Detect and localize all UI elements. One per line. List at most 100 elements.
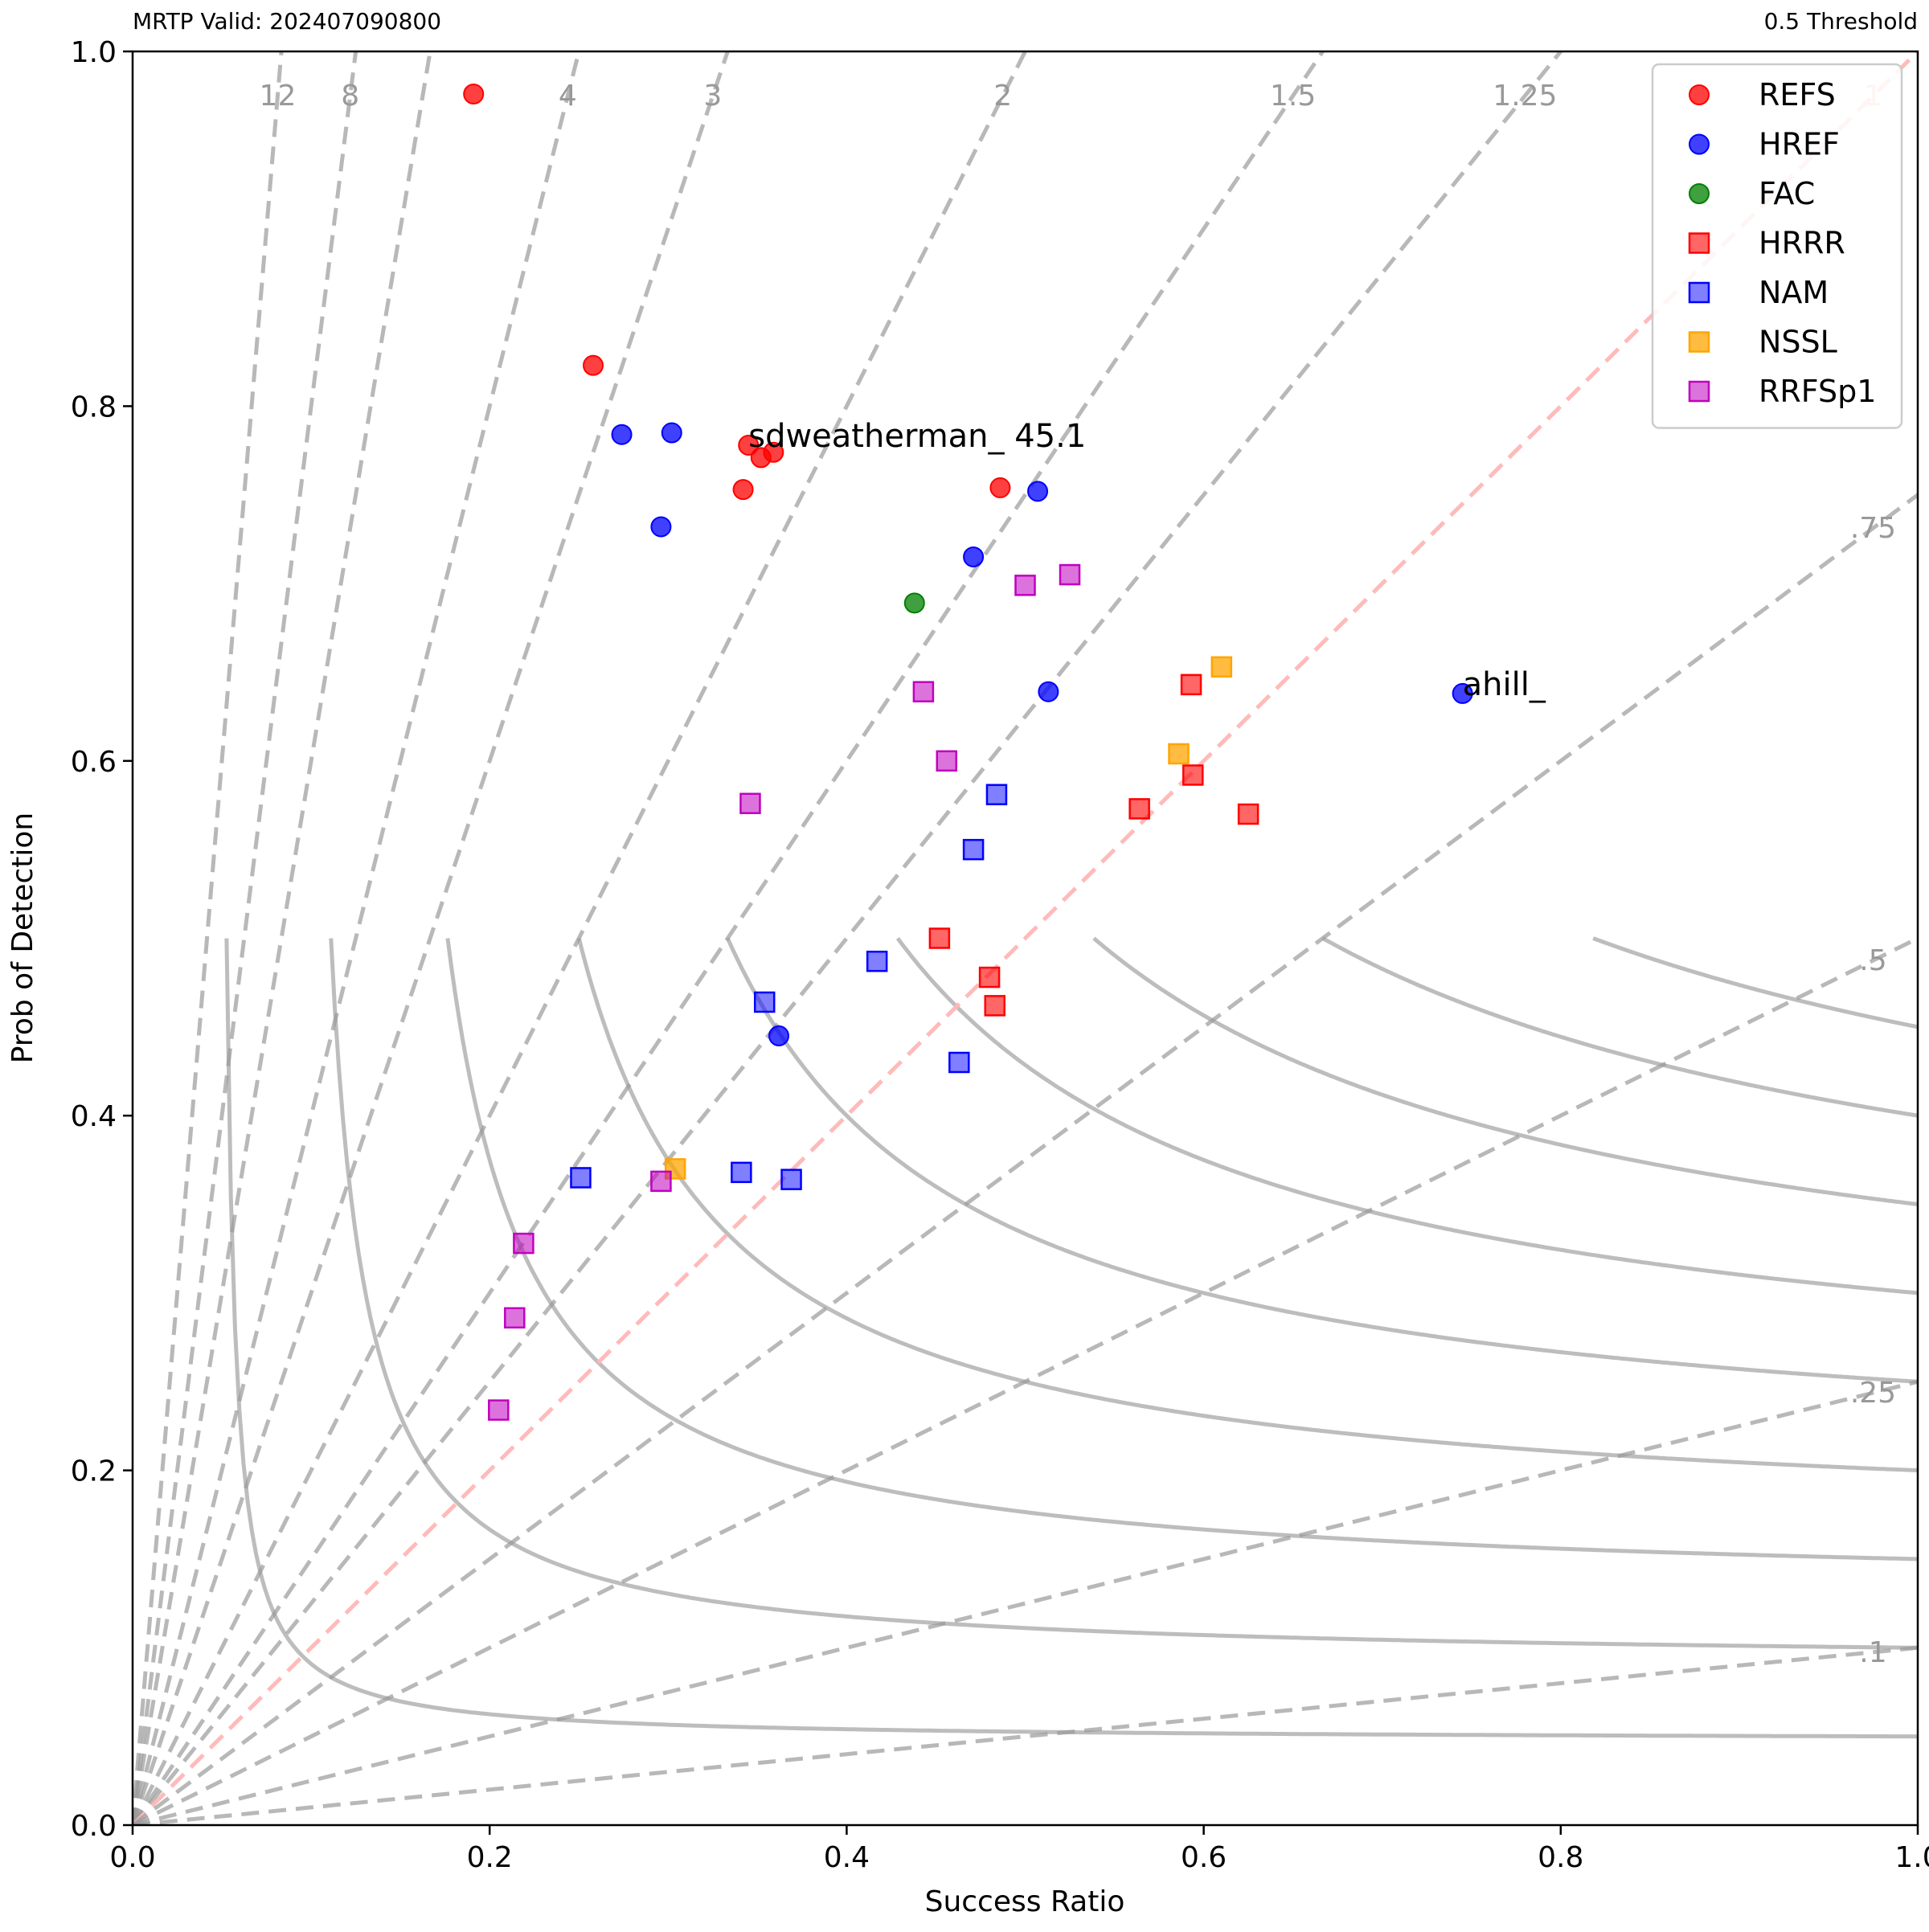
- marker-hrrr: [1128, 798, 1150, 820]
- marker-href: [963, 546, 985, 567]
- marker-refs: [583, 354, 604, 376]
- legend-box: [1651, 63, 1903, 429]
- y-tick-label: 1.0: [71, 36, 117, 69]
- x-tick-label: 0.0: [109, 1841, 155, 1874]
- marker-rrfsp1: [513, 1232, 534, 1255]
- marker-href: [1038, 681, 1059, 702]
- marker-nssl: [1168, 743, 1190, 765]
- bias-line: [133, 1645, 1918, 1825]
- background-lines: [133, 51, 1918, 1825]
- marker-nam: [731, 1161, 752, 1184]
- data-markers: [463, 83, 1473, 1421]
- bias-line: [133, 492, 1918, 1825]
- legend-label: RRFSp1: [1759, 374, 1876, 409]
- point-annotation: sdweatherman_ 45.1: [748, 418, 1086, 455]
- marker-rrfsp1: [1059, 563, 1081, 586]
- marker-rrfsp1: [504, 1307, 526, 1329]
- marker-refs: [989, 477, 1011, 498]
- y-tick-label: 0.0: [71, 1810, 117, 1843]
- marker-nam: [753, 991, 776, 1013]
- y-axis-label: Prob of Detection: [6, 813, 39, 1063]
- bias-line: [133, 1379, 1918, 1825]
- bias-label: 3: [703, 80, 722, 113]
- legend-marker: [1688, 281, 1710, 304]
- marker-refs: [463, 83, 485, 104]
- bias-label: 1.25: [1493, 80, 1557, 113]
- csi-contour: [1321, 936, 1918, 1118]
- legend-marker: [1689, 133, 1710, 155]
- y-tick-label: 0.4: [71, 1100, 117, 1133]
- marker-hrrr: [928, 927, 951, 949]
- marker-refs: [738, 434, 760, 456]
- y-tick-label: 0.2: [71, 1455, 117, 1488]
- bias-line: [133, 51, 730, 1825]
- annotations: sdweatherman_ 45.1 ahill_: [748, 418, 1546, 703]
- header-right-title: 0.5 Threshold: [1764, 8, 1918, 35]
- bias-line: [133, 51, 581, 1825]
- legend-label: HRRR: [1759, 226, 1845, 261]
- csi-contour: [895, 937, 1918, 1296]
- x-tick-label: 1.0: [1894, 1841, 1929, 1874]
- bias-line: [133, 51, 432, 1825]
- legend-label: HREF: [1759, 127, 1840, 162]
- legend-label: NSSL: [1759, 325, 1837, 360]
- marker-hrrr: [1180, 673, 1202, 696]
- marker-refs: [732, 479, 754, 501]
- marker-rrfsp1: [1014, 575, 1036, 596]
- marker-href: [661, 422, 682, 444]
- csi-contour: [576, 937, 1918, 1473]
- marker-hrrr: [1237, 803, 1259, 825]
- marker-nam: [570, 1167, 592, 1189]
- x-tick-label: 0.2: [467, 1841, 513, 1874]
- bias-label: 8: [341, 80, 359, 113]
- point-annotation: ahill_: [1463, 666, 1546, 703]
- bias-line: [133, 51, 284, 1825]
- csi-contour: [1592, 936, 1918, 1029]
- marker-href: [768, 1025, 790, 1046]
- x-tick-label: 0.4: [824, 1841, 870, 1874]
- bias-line: [133, 51, 1564, 1825]
- bias-label: 2: [993, 80, 1012, 113]
- header-left-title: MRTP Valid: 202407090800: [133, 8, 441, 35]
- legend-label: NAM: [1759, 275, 1829, 310]
- marker-refs: [763, 441, 784, 463]
- legend-label: REFS: [1759, 77, 1836, 113]
- csi-contour: [445, 938, 1918, 1562]
- marker-fac: [903, 592, 925, 614]
- bias-label: .75: [1850, 512, 1896, 545]
- marker-rrfsp1: [936, 750, 958, 772]
- marker-nam: [780, 1169, 802, 1190]
- marker-nam: [948, 1051, 970, 1074]
- bias-label: .5: [1859, 944, 1886, 977]
- marker-href: [1452, 682, 1473, 704]
- csi-contour: [1092, 936, 1918, 1207]
- bias-line: [133, 51, 358, 1825]
- y-tick-label: 0.8: [71, 391, 117, 424]
- marker-hrrr: [1182, 764, 1204, 786]
- marker-href: [611, 424, 633, 445]
- marker-nssl: [1210, 656, 1233, 678]
- bias-label: 4: [559, 80, 577, 113]
- marker-hrrr: [978, 966, 1001, 989]
- legend-marker: [1689, 183, 1710, 204]
- marker-rrfsp1: [488, 1399, 510, 1421]
- marker-rrfsp1: [739, 792, 761, 815]
- x-tick-label: 0.6: [1181, 1841, 1227, 1874]
- marker-href: [1027, 481, 1049, 502]
- bias-line: [133, 51, 1028, 1825]
- legend: REFS HREF FAC HRRR NAM NSSL RRFSp1: [1651, 63, 1903, 429]
- legend-marker: [1688, 380, 1710, 403]
- marker-nam: [985, 784, 1008, 805]
- x-axis-label: Success Ratio: [925, 1885, 1125, 1918]
- bias-label: 12: [260, 80, 297, 113]
- marker-nam: [962, 838, 985, 861]
- legend-marker: [1688, 331, 1710, 353]
- bias-label: 1.5: [1270, 80, 1316, 113]
- marker-href: [650, 516, 672, 538]
- marker-nam: [866, 950, 888, 972]
- y-tick-label: 0.6: [71, 746, 117, 779]
- legend-label: FAC: [1759, 176, 1815, 211]
- plot-frame: [131, 50, 1919, 1827]
- marker-rrfsp1: [650, 1170, 672, 1193]
